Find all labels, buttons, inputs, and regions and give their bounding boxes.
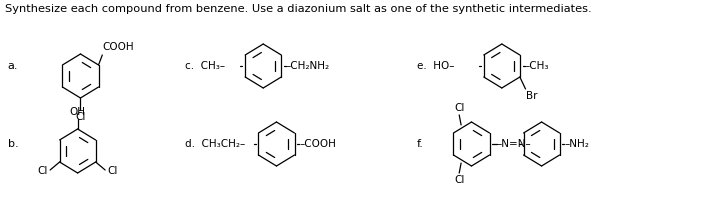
Text: c.  CH₃–: c. CH₃–	[185, 61, 225, 71]
Text: Cl: Cl	[454, 103, 464, 113]
Text: –NH₂: –NH₂	[564, 139, 589, 149]
Text: OH: OH	[70, 107, 86, 117]
Text: COOH: COOH	[102, 42, 134, 52]
Text: Cl: Cl	[38, 166, 48, 176]
Text: Cl: Cl	[107, 166, 118, 176]
Text: Br: Br	[525, 91, 537, 101]
Text: f.: f.	[416, 139, 424, 149]
Text: Synthesize each compound from benzene. Use a diazonium salt as one of the synthe: Synthesize each compound from benzene. U…	[5, 4, 591, 14]
Text: –N=N–: –N=N–	[496, 139, 531, 149]
Text: a.: a.	[8, 61, 18, 71]
Text: –CH₂NH₂: –CH₂NH₂	[286, 61, 330, 71]
Text: d.  CH₃CH₂–: d. CH₃CH₂–	[185, 139, 245, 149]
Text: e.  HO–: e. HO–	[416, 61, 454, 71]
Text: b.: b.	[8, 139, 19, 149]
Text: –COOH: –COOH	[299, 139, 336, 149]
Text: –CH₃: –CH₃	[525, 61, 549, 71]
Text: Cl: Cl	[76, 112, 86, 122]
Text: Cl: Cl	[454, 175, 464, 185]
